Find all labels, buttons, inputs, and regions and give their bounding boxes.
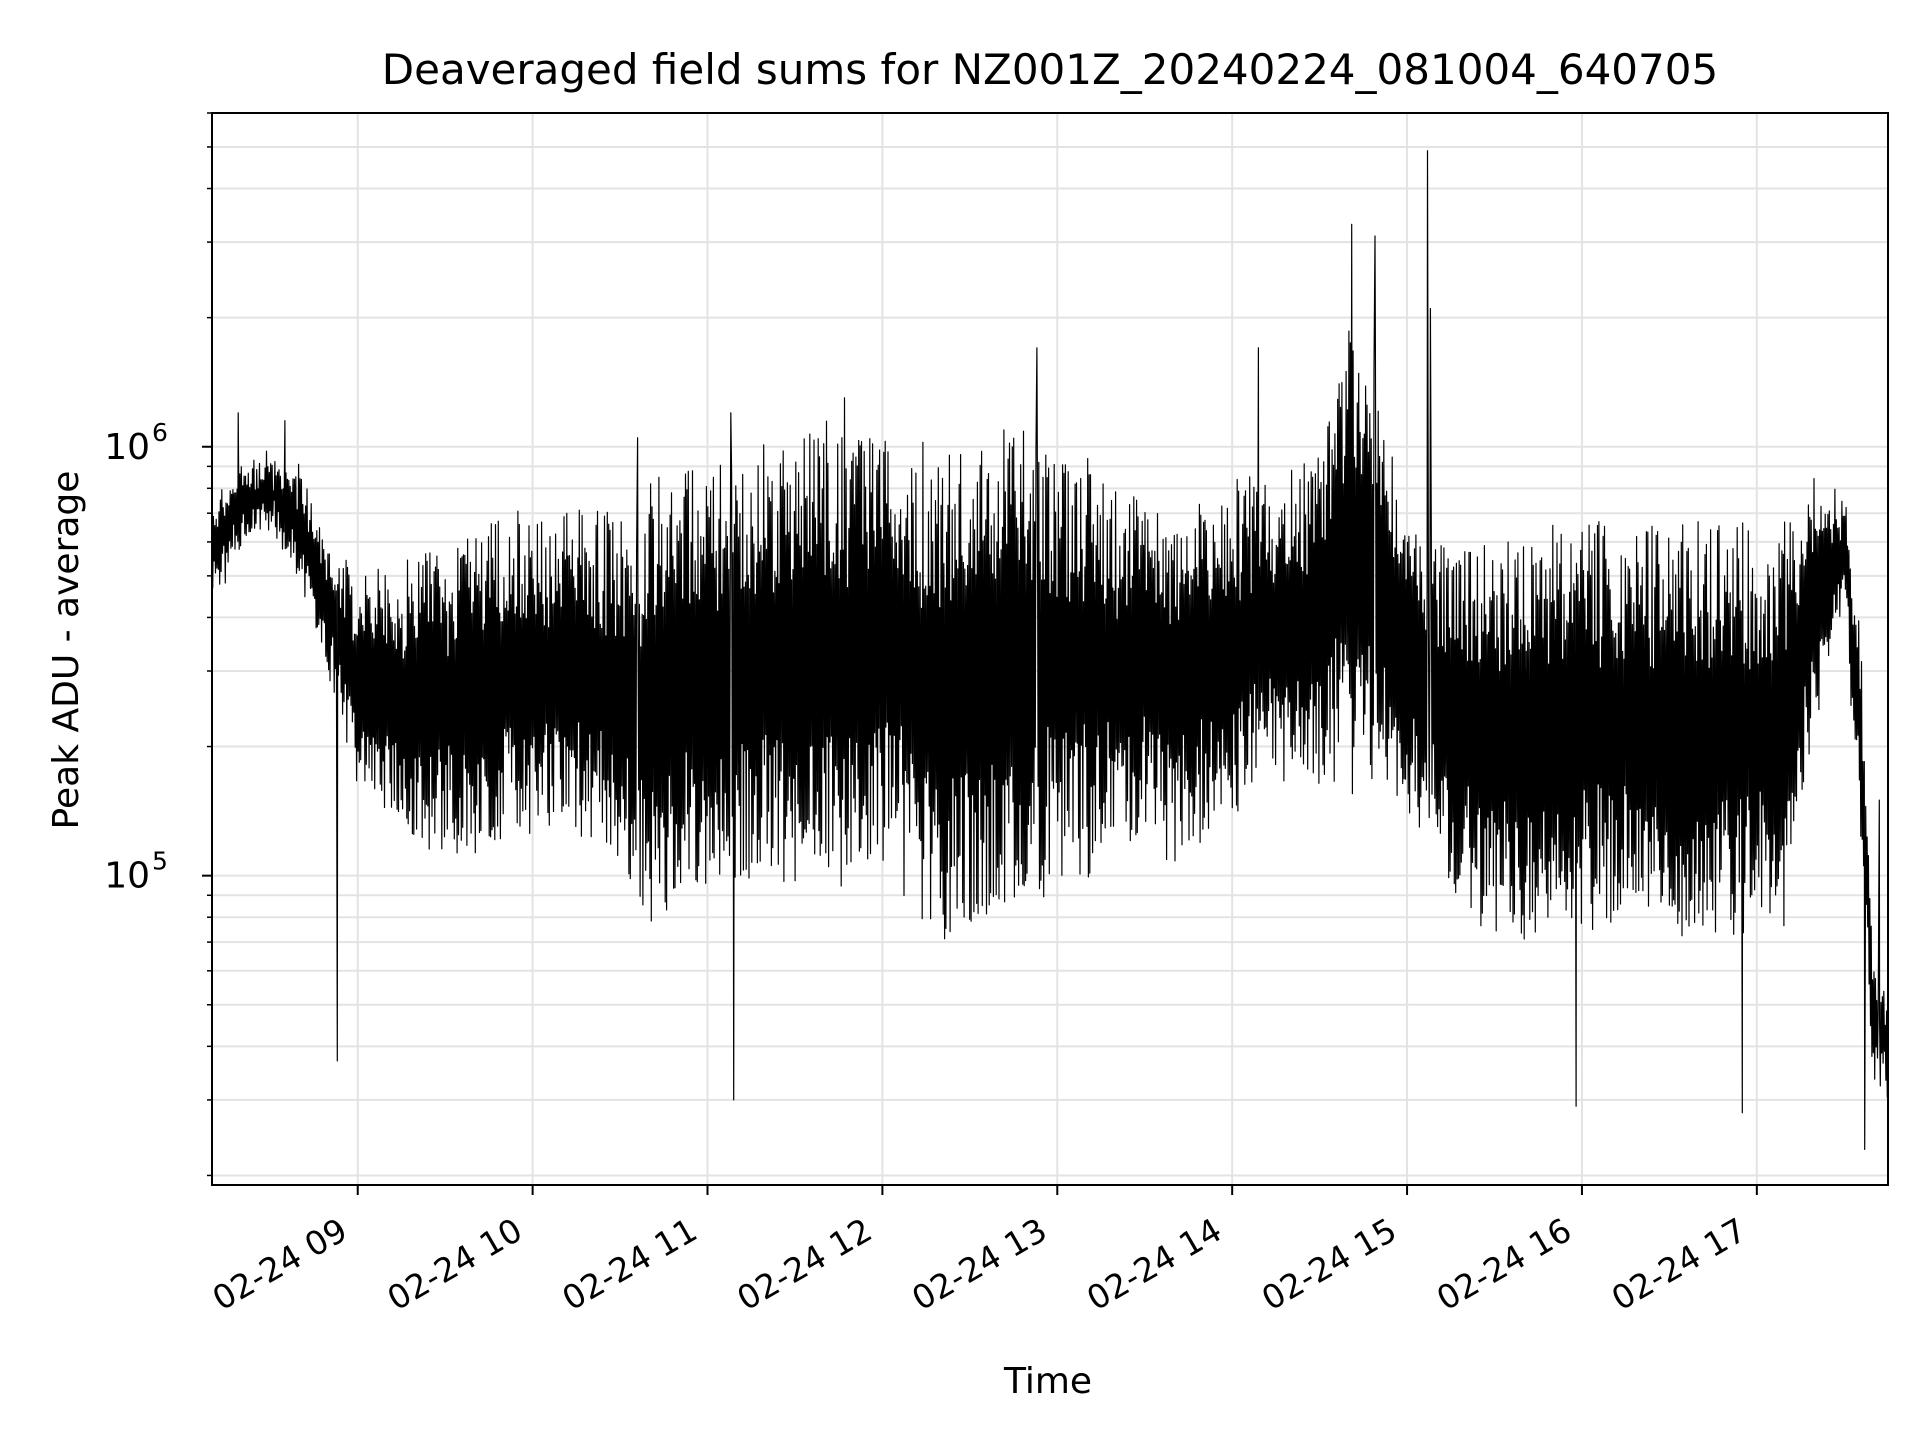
- plot-frame: [211, 112, 1889, 1186]
- series-line: [211, 150, 1889, 1150]
- y-tick-label-base: 10: [104, 856, 150, 897]
- y-axis-label: Peak ADU - average: [46, 471, 87, 830]
- series-layer: [211, 150, 1889, 1150]
- x-axis-label: Time: [1003, 1361, 1092, 1402]
- y-tick-label-exponent: 5: [152, 847, 168, 876]
- y-tick-label-exponent: 6: [152, 418, 168, 447]
- y-tick-label-base: 10: [104, 427, 150, 468]
- chart-title: Deaveraged field sums for NZ001Z_2024022…: [382, 45, 1718, 94]
